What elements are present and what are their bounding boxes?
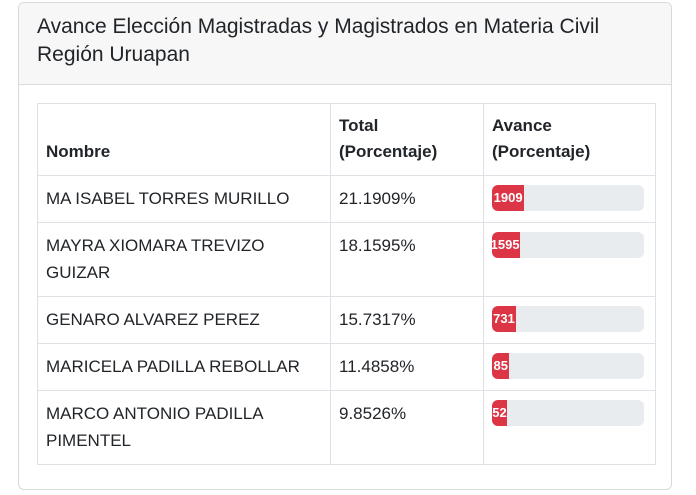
column-header-total: Total (Porcentaje) xyxy=(330,103,484,176)
candidate-progress-cell: 731 xyxy=(483,296,656,344)
progress-track: 731 xyxy=(492,306,644,332)
candidate-progress-cell: 85 xyxy=(483,343,656,391)
candidate-progress-cell: 1909 xyxy=(483,175,656,223)
card-header: Avance Elección Magistradas y Magistrado… xyxy=(19,3,671,85)
candidate-name: MARICELA PADILLA REBOLLAR xyxy=(37,343,331,391)
progress-track: 1909 xyxy=(492,185,644,211)
progress-bar-label: 85 xyxy=(493,358,508,373)
table-row: MARCO ANTONIO PADILLA PIMENTEL 9.8526% 5… xyxy=(37,390,656,465)
progress-bar: 1909 xyxy=(492,185,525,211)
candidate-progress-cell: 1595 xyxy=(483,222,656,297)
column-header-name: Nombre xyxy=(37,103,331,176)
results-table: Nombre Total (Porcentaje) Avance (Porcen… xyxy=(37,103,656,465)
progress-bar: 731 xyxy=(492,306,516,332)
table-row: MA ISABEL TORRES MURILLO 21.1909% 1909 xyxy=(37,175,656,223)
results-card: Avance Elección Magistradas y Magistrado… xyxy=(18,2,672,490)
progress-bar: 85 xyxy=(492,353,510,379)
candidate-total: 11.4858% xyxy=(330,343,484,391)
results-table-wrap: Nombre Total (Porcentaje) Avance (Porcen… xyxy=(37,103,656,465)
candidate-total: 9.8526% xyxy=(330,390,484,465)
column-header-progress: Avance (Porcentaje) xyxy=(483,103,656,176)
progress-bar-label: 1595 xyxy=(492,237,520,252)
candidate-name: MAYRA XIOMARA TREVIZO GUIZAR xyxy=(37,222,331,297)
card-title-line2: Región Uruapan xyxy=(37,43,190,66)
progress-bar: 1595 xyxy=(492,232,520,258)
candidate-name: MA ISABEL TORRES MURILLO xyxy=(37,175,331,223)
card-title-line1: Avance Elección Magistradas y Magistrado… xyxy=(37,15,600,38)
progress-track: 1595 xyxy=(492,232,644,258)
candidate-name: GENARO ALVAREZ PEREZ xyxy=(37,296,331,344)
table-row: GENARO ALVAREZ PEREZ 15.7317% 731 xyxy=(37,296,656,344)
progress-bar-label: 1909 xyxy=(493,190,523,205)
progress-track: 85 xyxy=(492,353,644,379)
candidate-total: 15.7317% xyxy=(330,296,484,344)
table-row: MARICELA PADILLA REBOLLAR 11.4858% 85 xyxy=(37,343,656,391)
candidate-total: 18.1595% xyxy=(330,222,484,297)
progress-bar: 52 xyxy=(492,400,507,426)
card-title: Avance Elección Magistradas y Magistrado… xyxy=(37,13,653,69)
progress-bar-label: 731 xyxy=(493,311,515,326)
table-header-row: Nombre Total (Porcentaje) Avance (Porcen… xyxy=(37,103,656,176)
progress-track: 52 xyxy=(492,400,644,426)
candidate-total: 21.1909% xyxy=(330,175,484,223)
progress-bar-label: 52 xyxy=(492,405,507,420)
table-row: MAYRA XIOMARA TREVIZO GUIZAR 18.1595% 15… xyxy=(37,222,656,297)
candidate-name: MARCO ANTONIO PADILLA PIMENTEL xyxy=(37,390,331,465)
candidate-progress-cell: 52 xyxy=(483,390,656,465)
